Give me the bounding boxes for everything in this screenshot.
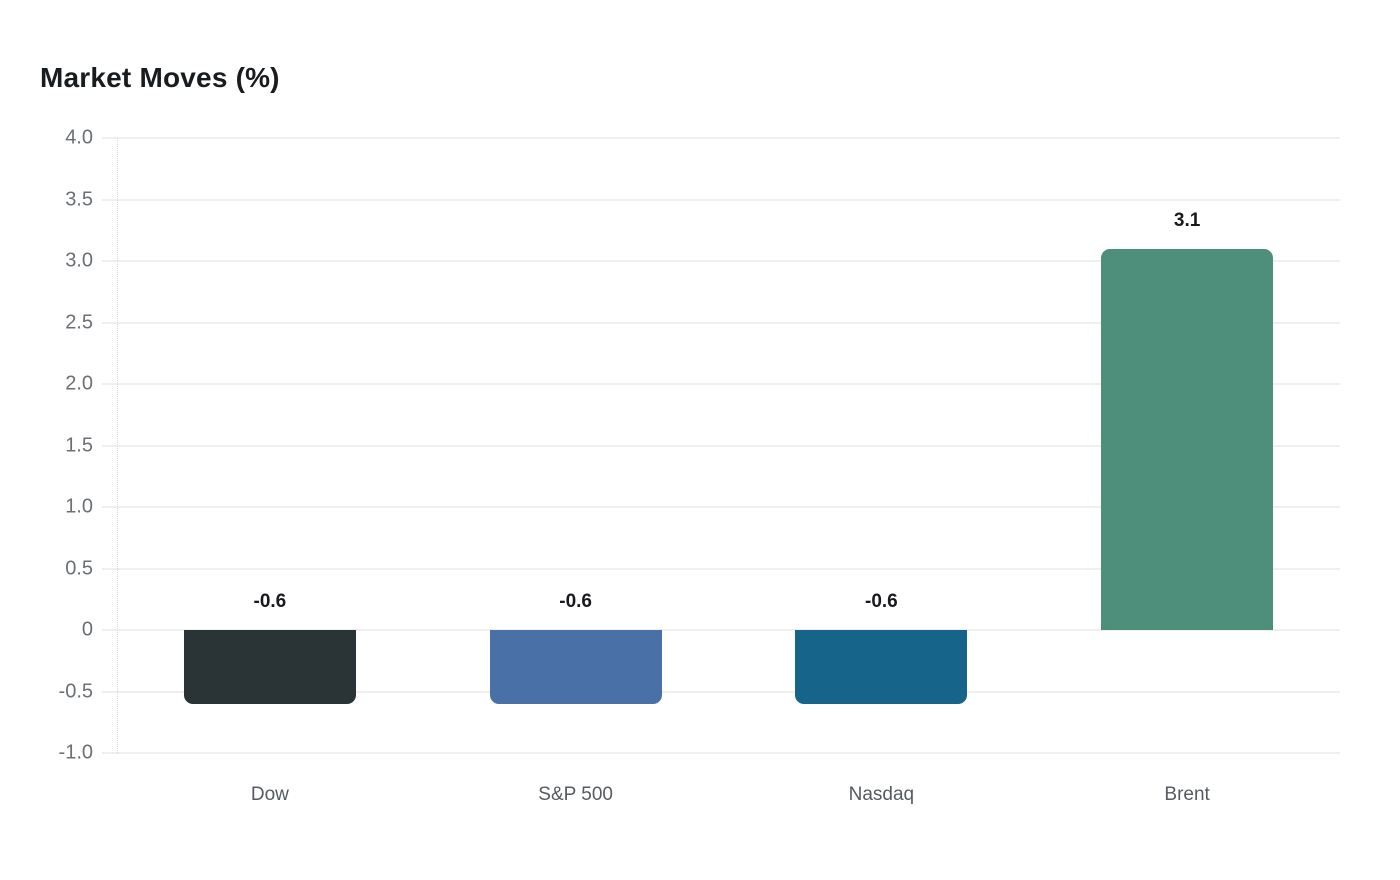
bar-brent xyxy=(1101,248,1274,630)
y-axis-line xyxy=(117,138,118,753)
bar-value-label: -0.6 xyxy=(559,591,592,612)
gridline-y-1.0 xyxy=(102,506,1340,508)
gridline-y-2.0 xyxy=(102,383,1340,385)
gridline-y-3.5 xyxy=(102,198,1340,201)
gridline-y-4.0 xyxy=(102,137,1340,139)
gridline-y-0 xyxy=(102,629,1340,631)
y-axis-tick-label: -1.0 xyxy=(58,741,93,764)
y-axis-tick-label: 1.0 xyxy=(65,495,93,518)
gridline-y-2.5 xyxy=(102,321,1340,324)
chart-title: Market Moves (%) xyxy=(40,62,280,93)
y-axis-tick-label: 3.0 xyxy=(65,249,93,272)
gridline-y--1.0 xyxy=(102,752,1340,754)
y-axis-tick-label: 1.5 xyxy=(65,434,93,456)
bar-nasdaq xyxy=(795,630,968,704)
x-axis-category-label: Dow xyxy=(250,784,289,805)
x-axis-category-label: Nasdaq xyxy=(848,784,915,805)
gridline-y--0.5 xyxy=(102,690,1340,693)
gridline-y-3.0 xyxy=(102,260,1340,262)
y-axis-tick-label: 4.0 xyxy=(65,126,93,149)
bar-s-p-500 xyxy=(489,630,662,704)
x-axis-category-label: Brent xyxy=(1164,784,1210,805)
bar-dow xyxy=(183,630,356,704)
x-axis-category-label: S&P 500 xyxy=(538,784,613,805)
y-axis-tick-label: 2.0 xyxy=(65,372,93,395)
bar-value-label: -0.6 xyxy=(865,591,898,612)
gridline-y-0.5 xyxy=(102,567,1340,570)
y-axis-tick-label: 3.5 xyxy=(65,188,93,210)
y-axis-tick-label: 2.5 xyxy=(65,311,93,333)
bar-value-label: -0.6 xyxy=(253,591,287,612)
y-axis-tick-label: 0.5 xyxy=(65,557,93,579)
bar-value-label: 3.1 xyxy=(1173,209,1201,231)
y-axis-tick-label: 0 xyxy=(81,618,93,641)
y-axis-tick-label: -0.5 xyxy=(58,680,93,702)
gridline-y-1.5 xyxy=(102,444,1340,447)
